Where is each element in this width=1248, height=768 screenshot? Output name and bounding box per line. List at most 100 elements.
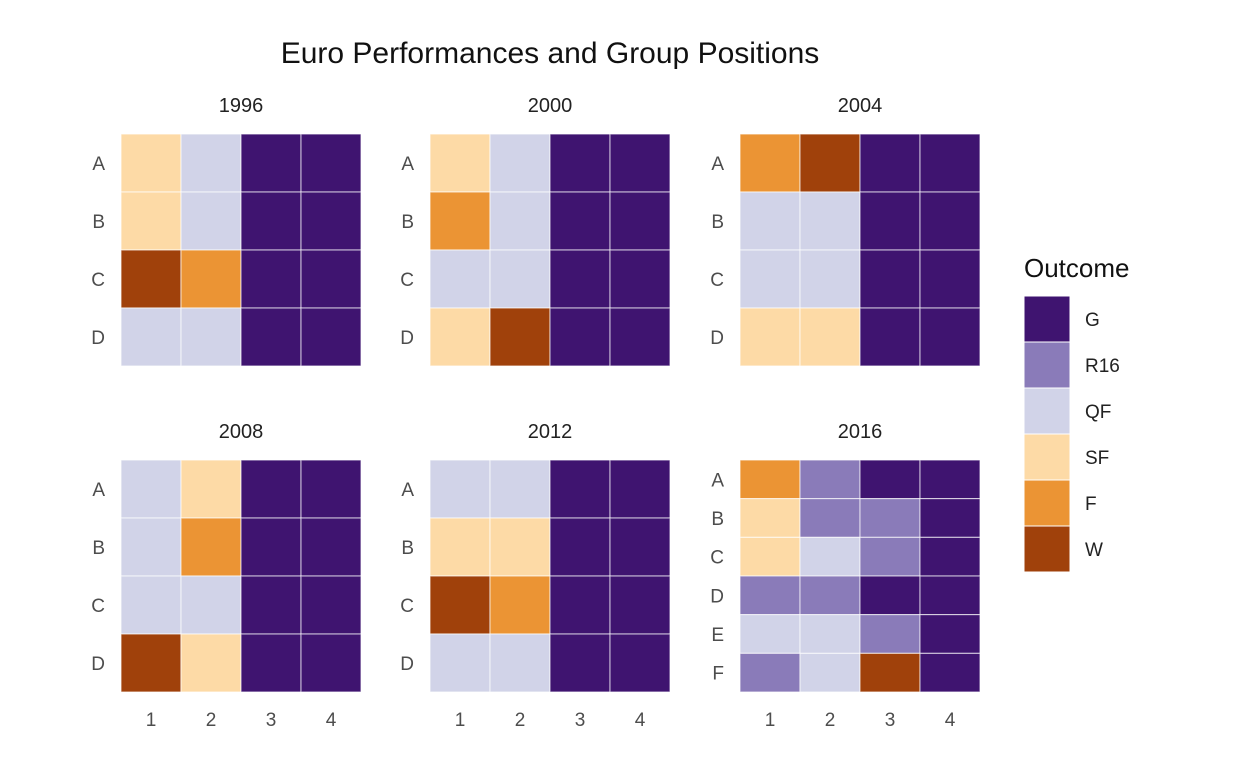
cell-2008-D-3	[240, 633, 302, 693]
cell-1996-C-2	[180, 249, 242, 309]
x-tick-2012-4: 4	[635, 710, 646, 731]
cell-1996-A-1	[120, 133, 182, 193]
y-tick-2000-B: B	[401, 212, 414, 233]
cell-2016-F-1	[739, 652, 801, 693]
legend-label-R16: R16	[1085, 356, 1120, 377]
cell-2016-A-4	[919, 459, 981, 500]
panel-2012: 2012 A B C D 1 2 3 4	[400, 421, 671, 731]
y-tick-2012-B: B	[401, 538, 414, 559]
cell-2008-C-4	[300, 575, 362, 635]
cell-2004-B-4	[919, 191, 981, 251]
cell-1996-A-2	[180, 133, 242, 193]
cell-2008-D-4	[300, 633, 362, 693]
cell-2016-D-2	[799, 575, 861, 616]
cell-2008-A-1	[120, 459, 182, 519]
cell-1996-D-4	[300, 307, 362, 367]
panel-title-2016: 2016	[838, 421, 883, 443]
x-tick-2016-3: 3	[885, 710, 896, 731]
x-tick-2008-3: 3	[266, 710, 277, 731]
cell-2012-A-4	[609, 459, 671, 519]
cell-2012-D-1	[429, 633, 491, 693]
y-tick-2012-A: A	[401, 480, 414, 501]
cell-2004-D-4	[919, 307, 981, 367]
cell-2016-D-1	[739, 575, 801, 616]
x-tick-2008-1: 1	[146, 710, 157, 731]
cell-2012-B-2	[489, 517, 551, 577]
y-tick-2016-B: B	[711, 509, 724, 530]
panel-2000: 2000 A B C D	[400, 95, 671, 367]
cell-2008-A-4	[300, 459, 362, 519]
x-tick-2012-3: 3	[575, 710, 586, 731]
cell-1996-B-3	[240, 191, 302, 251]
cell-1996-A-3	[240, 133, 302, 193]
cell-2004-C-4	[919, 249, 981, 309]
legend-title: Outcome	[1024, 253, 1130, 283]
cell-1996-D-3	[240, 307, 302, 367]
cell-2012-C-1	[429, 575, 491, 635]
cell-2012-C-2	[489, 575, 551, 635]
cell-2000-D-2	[489, 307, 551, 367]
legend-key-G	[1023, 295, 1071, 343]
legend-label-W: W	[1085, 540, 1103, 561]
cell-2016-B-4	[919, 498, 981, 538]
legend-key-SF	[1023, 433, 1071, 481]
cell-2004-A-2	[799, 133, 861, 193]
x-tick-2008-4: 4	[326, 710, 337, 731]
y-tick-2008-A: A	[92, 480, 105, 501]
x-tick-2012-1: 1	[455, 710, 466, 731]
y-tick-2008-D: D	[91, 654, 105, 675]
y-tick-2016-E: E	[711, 625, 724, 646]
cell-2016-B-1	[739, 498, 801, 538]
cell-2004-D-3	[859, 307, 921, 367]
cell-2008-D-2	[180, 633, 242, 693]
cell-1996-D-1	[120, 307, 182, 367]
chart-title: Euro Performances and Group Positions	[281, 37, 820, 70]
y-tick-1996-C: C	[91, 270, 105, 291]
x-tick-2016-2: 2	[825, 710, 836, 731]
panel-title-1996: 1996	[219, 95, 264, 117]
cell-2016-A-3	[859, 459, 921, 500]
cell-2004-A-3	[859, 133, 921, 193]
cell-2008-A-3	[240, 459, 302, 519]
panel-title-2012: 2012	[528, 421, 573, 443]
cell-2016-F-2	[799, 652, 861, 693]
cell-2012-A-3	[549, 459, 611, 519]
cell-2012-B-3	[549, 517, 611, 577]
cell-2016-E-2	[799, 614, 861, 654]
cell-2016-A-1	[739, 459, 801, 500]
cell-2016-C-2	[799, 536, 861, 577]
cell-2008-B-2	[180, 517, 242, 577]
panel-title-2000: 2000	[528, 95, 573, 117]
cell-2012-D-2	[489, 633, 551, 693]
cell-2004-A-1	[739, 133, 801, 193]
cell-2016-B-3	[859, 498, 921, 538]
cell-2000-D-1	[429, 307, 491, 367]
legend: Outcome G R16 QF SF F W	[1023, 253, 1130, 573]
panel-title-2008: 2008	[219, 421, 264, 443]
cell-2016-B-2	[799, 498, 861, 538]
cell-2016-F-3	[859, 652, 921, 693]
cell-2000-A-1	[429, 133, 491, 193]
x-tick-2012-2: 2	[515, 710, 526, 731]
cell-2004-C-2	[799, 249, 861, 309]
cell-2008-B-1	[120, 517, 182, 577]
cell-2000-B-1	[429, 191, 491, 251]
cell-2016-C-4	[919, 536, 981, 577]
cell-2008-D-1	[120, 633, 182, 693]
cell-2000-A-3	[549, 133, 611, 193]
cell-2000-B-2	[489, 191, 551, 251]
y-tick-2004-A: A	[711, 154, 724, 175]
y-tick-2016-D: D	[710, 586, 724, 607]
legend-label-F: F	[1085, 494, 1097, 515]
y-tick-1996-B: B	[92, 212, 105, 233]
cell-2012-B-4	[609, 517, 671, 577]
cell-2012-B-1	[429, 517, 491, 577]
cell-1996-C-4	[300, 249, 362, 309]
cell-2016-C-1	[739, 536, 801, 577]
cell-2012-A-1	[429, 459, 491, 519]
cell-2004-C-1	[739, 249, 801, 309]
y-tick-2008-B: B	[92, 538, 105, 559]
cell-1996-D-2	[180, 307, 242, 367]
